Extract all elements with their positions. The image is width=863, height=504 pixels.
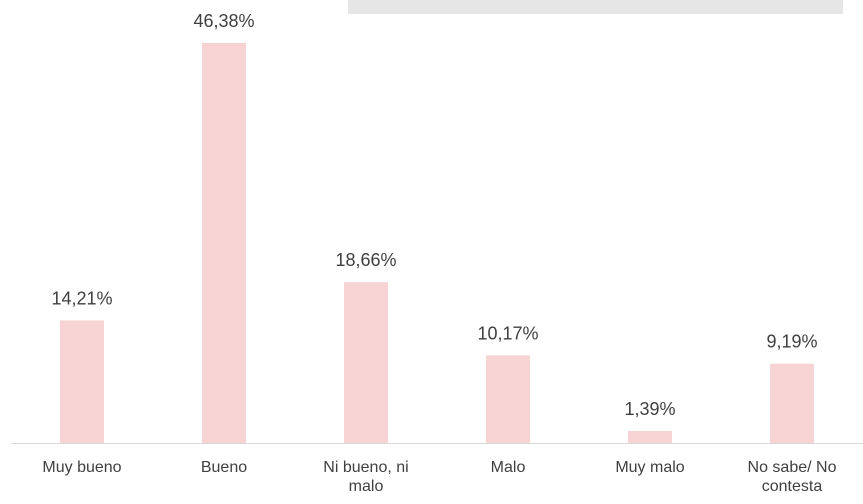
x-tick-label: No sabe/ No contesta bbox=[747, 459, 837, 495]
x-tick-label: Ni bueno, ni malo bbox=[323, 459, 409, 495]
bar bbox=[486, 355, 530, 443]
data-label: 46,38% bbox=[193, 11, 254, 31]
x-tick-label: Malo bbox=[490, 459, 526, 476]
bar bbox=[60, 320, 104, 443]
data-label: 9,19% bbox=[766, 332, 817, 352]
data-label: 18,66% bbox=[335, 250, 396, 270]
x-tick-label: Muy malo bbox=[615, 459, 685, 476]
overlay-box bbox=[348, 0, 843, 14]
bar bbox=[770, 363, 814, 443]
data-label: 10,17% bbox=[477, 323, 538, 343]
data-label: 14,21% bbox=[51, 288, 112, 308]
x-tick-label: Muy bueno bbox=[42, 459, 122, 476]
x-tick-label: Bueno bbox=[200, 459, 248, 476]
bar bbox=[202, 43, 246, 443]
data-label: 1,39% bbox=[624, 399, 675, 419]
bar bbox=[628, 431, 672, 443]
bar bbox=[344, 282, 388, 443]
